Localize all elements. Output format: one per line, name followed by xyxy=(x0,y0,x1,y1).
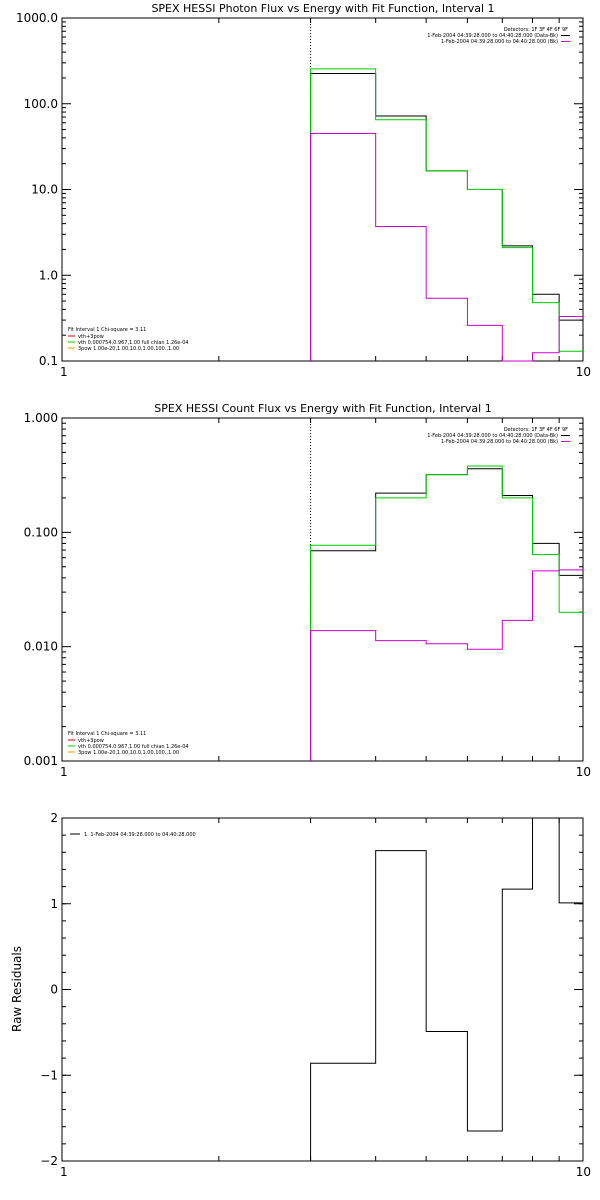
photon-flux-panel: SPEX HESSI Photon Flux vs Energy with Fi… xyxy=(16,2,591,379)
legend-vth-3pow: vth+3pow xyxy=(78,738,104,744)
residuals-axis-ticks: −2 −1 0 1 2 1 10 xyxy=(40,811,591,1179)
y-tick-label: 2 xyxy=(50,811,58,825)
y-tick-label: −2 xyxy=(40,1154,58,1168)
count-flux-legend-bottom: Fit Interval 1 Chi-square = 3.11 vth+3po… xyxy=(68,731,189,756)
x-tick-label: 1 xyxy=(60,365,68,379)
count-flux-series xyxy=(310,465,583,761)
count-flux-axis-ticks: 0.001 0.010 0.100 1.000 1 10 xyxy=(24,411,591,779)
series-line-fit xyxy=(310,465,583,761)
x-tick-label: 10 xyxy=(576,1165,591,1179)
count-flux-title: SPEX HESSI Count Flux vs Energy with Fit… xyxy=(154,402,491,415)
legend-vth-3pow: vth+3pow xyxy=(78,334,104,340)
legend-fit-interval: Fit Interval 1 Chi-square = 3.11 xyxy=(68,327,146,333)
y-tick-label: 10.0 xyxy=(31,183,58,197)
legend-bk: 1-Feb-2004 04:39:28.000 to 04:40:28.000 … xyxy=(441,439,558,445)
series-line-data_minus_bk xyxy=(310,468,583,761)
y-tick-label: 0.100 xyxy=(24,525,58,539)
photon-flux-axis-ticks: 0.1 1.0 10.0 100.0 1000.0 1 10 xyxy=(16,11,591,379)
y-tick-label: 100.0 xyxy=(24,97,58,111)
photon-flux-series xyxy=(310,68,583,362)
legend-detectors: Detectors: 1F 3F 4F 6F 9F xyxy=(504,27,568,33)
photon-flux-plot-frame xyxy=(61,17,584,362)
residuals-series xyxy=(310,817,583,1161)
y-tick-label: 1.000 xyxy=(24,411,58,425)
legend-data-minus-bk: 1-Feb-2004 04:39:28.000 to 04:40:28.000 … xyxy=(427,433,558,439)
series-line-fit xyxy=(310,68,583,361)
photon-flux-title: SPEX HESSI Photon Flux vs Energy with Fi… xyxy=(151,2,494,15)
y-tick-label: 1 xyxy=(50,897,58,911)
residuals-panel: Raw Residuals −2 −1 0 1 2 1 10 1. 1-Feb-2004 0… xyxy=(10,811,591,1179)
y-tick-label: 0.001 xyxy=(24,754,58,768)
legend-3pow: 3pow 1.00e-20,1.00,10.0,1.00,100.,1.00 xyxy=(78,346,179,352)
count-flux-plot-frame xyxy=(61,417,584,762)
residuals-plot-frame xyxy=(61,817,584,1162)
legend-bk: 1-Feb-2004 04:39:28.000 to 04:40:28.000 … xyxy=(441,39,558,45)
photon-flux-legend-top: Detectors: 1F 3F 4F 6F 9F 1-Feb-2004 04:… xyxy=(427,27,570,45)
x-tick-label: 10 xyxy=(576,765,591,779)
count-flux-legend-top: Detectors: 1F 3F 4F 6F 9F 1-Feb-2004 04:… xyxy=(427,427,570,445)
series-line-residuals xyxy=(310,817,583,1161)
y-tick-label: 0.010 xyxy=(24,640,58,654)
legend-vth: vth 0.000754,0.967,1.00 full chian 1.26e… xyxy=(78,744,189,750)
residuals-legend: 1. 1-Feb-2004 04:39:28.000 to 04:40:28.0… xyxy=(70,832,196,838)
y-tick-label: 0 xyxy=(50,983,58,997)
series-line-bk xyxy=(310,132,583,362)
series-line-data_minus_bk xyxy=(310,73,583,361)
residuals-ylabel: Raw Residuals xyxy=(10,946,24,1032)
legend-data-minus-bk: 1-Feb-2004 04:39:28.000 to 04:40:28.000 … xyxy=(427,33,558,39)
y-tick-label: −1 xyxy=(40,1068,58,1082)
x-tick-label: 10 xyxy=(576,365,591,379)
legend-vth: vth 0.000754,0.967,1.00 full chian 1.26e… xyxy=(78,340,189,346)
x-tick-label: 1 xyxy=(60,765,68,779)
legend-3pow: 3pow 1.00e-20,1.00,10.0,1.00,100.,1.00 xyxy=(78,750,179,756)
y-tick-label: 1.0 xyxy=(39,268,58,282)
residuals-legend-label: 1. 1-Feb-2004 04:39:28.000 to 04:40:28.0… xyxy=(84,832,196,838)
series-line-bk xyxy=(310,569,583,761)
legend-detectors: Detectors: 1F 3F 4F 6F 9F xyxy=(504,427,568,433)
x-tick-label: 1 xyxy=(60,1165,68,1179)
count-flux-panel: SPEX HESSI Count Flux vs Energy with Fit… xyxy=(24,402,591,779)
y-tick-label: 0.1 xyxy=(39,354,58,368)
photon-flux-legend-bottom: Fit Interval 1 Chi-square = 3.11 vth+3po… xyxy=(68,327,189,352)
y-tick-label: 1000.0 xyxy=(16,11,58,25)
legend-fit-interval: Fit Interval 1 Chi-square = 3.11 xyxy=(68,731,146,737)
